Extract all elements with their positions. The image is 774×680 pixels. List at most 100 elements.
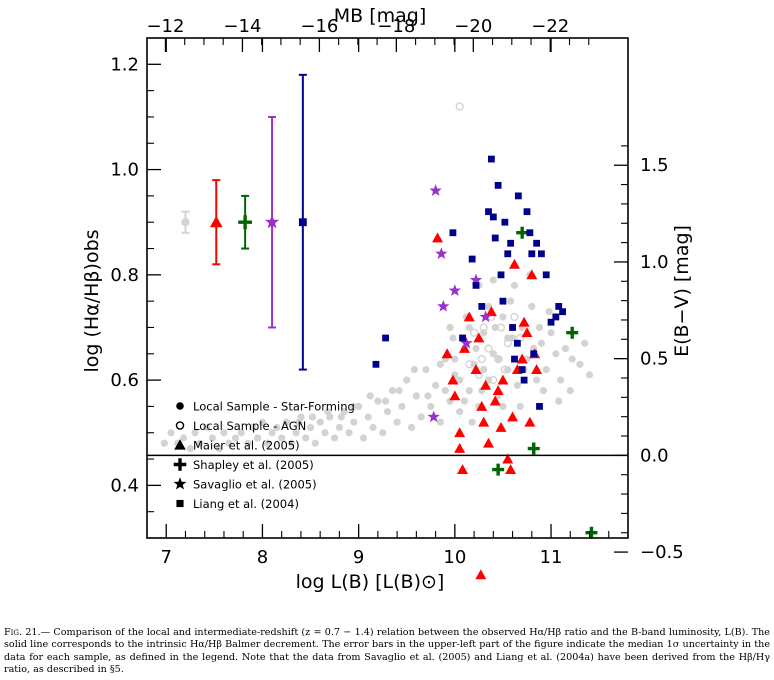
data-point — [369, 423, 377, 432]
right-tick-label: 0.0 — [640, 445, 669, 466]
data-point — [509, 324, 516, 331]
data-point — [526, 229, 534, 237]
data-point — [523, 208, 531, 216]
data-point — [499, 402, 507, 411]
data-point — [524, 416, 536, 427]
data-point — [496, 323, 506, 332]
data-point — [340, 408, 348, 416]
data-point — [273, 423, 281, 432]
data-point — [308, 413, 317, 421]
error-bar-marker — [209, 215, 223, 228]
legend-label: Maier et al. (2005) — [193, 439, 300, 453]
right-axis-label: E(B−V) [mag] — [671, 225, 693, 357]
data-point — [359, 434, 368, 442]
x-tick-label: 10 — [443, 547, 466, 568]
data-point — [518, 316, 530, 327]
data-point — [516, 353, 528, 364]
data-point — [483, 437, 495, 448]
data-point — [196, 439, 204, 447]
data-point — [220, 429, 228, 437]
data-point — [526, 269, 538, 280]
plot-frame — [146, 37, 629, 539]
data-point — [478, 303, 486, 310]
data-point — [516, 226, 529, 239]
data-point — [460, 336, 473, 349]
data-point — [388, 387, 396, 395]
data-point — [465, 387, 473, 395]
data-point — [324, 408, 332, 416]
data-points — [160, 102, 598, 580]
data-point — [473, 332, 485, 343]
data-point — [528, 302, 536, 311]
legend-marker — [176, 402, 184, 410]
data-point — [398, 402, 406, 411]
legend: Local Sample - Star-Forming Local Sample … — [173, 400, 355, 511]
right-tick-label: −0.5 — [640, 542, 684, 563]
x-axis-label: log L(B) [L(B)⊙] — [296, 571, 445, 593]
data-point — [306, 423, 315, 432]
data-point — [412, 392, 420, 400]
data-point — [335, 423, 343, 432]
right-tick-label: 0.5 — [640, 349, 669, 370]
data-point — [454, 443, 466, 453]
data-point — [263, 439, 271, 447]
data-point — [537, 339, 546, 347]
data-point — [538, 250, 545, 258]
data-point — [427, 410, 440, 423]
data-point — [374, 397, 382, 405]
data-point — [480, 379, 492, 390]
data-point — [484, 344, 493, 353]
right-tick-label: 1.5 — [640, 155, 669, 176]
data-point — [507, 297, 515, 305]
data-point — [503, 339, 512, 348]
y-tick-label: 1.0 — [110, 160, 139, 181]
data-point — [437, 299, 450, 312]
error-bar — [238, 194, 253, 250]
data-point — [485, 208, 492, 216]
data-point — [536, 403, 543, 410]
data-point — [531, 364, 543, 374]
data-point — [545, 308, 553, 316]
data-point — [469, 273, 483, 286]
data-point — [480, 365, 488, 374]
data-point — [507, 239, 515, 247]
data-point — [561, 344, 570, 353]
data-point — [456, 408, 464, 416]
data-point — [379, 429, 387, 437]
data-point — [510, 312, 519, 322]
data-point — [268, 429, 276, 437]
data-point — [424, 392, 432, 400]
data-point — [215, 444, 223, 453]
data-point — [547, 329, 555, 337]
data-point — [477, 354, 486, 364]
figure-caption: Fig. 21.— Comparison of the local and in… — [4, 627, 770, 677]
data-point — [278, 434, 286, 442]
data-point — [225, 439, 233, 447]
data-point — [530, 350, 538, 358]
legend-marker — [175, 421, 185, 430]
data-point — [504, 250, 512, 258]
caption-text: Comparison of the local and intermediate… — [4, 627, 770, 676]
data-point — [494, 354, 503, 364]
data-point — [555, 397, 563, 405]
data-point — [237, 429, 245, 437]
data-point — [366, 392, 374, 400]
data-point — [552, 350, 560, 358]
axis-ticks — [146, 37, 629, 553]
data-point — [501, 218, 509, 226]
data-point — [432, 232, 444, 243]
data-point — [432, 381, 440, 389]
data-point — [441, 387, 449, 395]
data-point — [494, 181, 502, 189]
data-point — [292, 429, 300, 437]
data-point — [468, 255, 476, 263]
data-point — [456, 376, 464, 384]
data-point — [485, 306, 497, 317]
data-point — [479, 323, 488, 332]
data-point — [475, 569, 487, 580]
data-point — [458, 343, 470, 353]
data-point — [436, 360, 445, 368]
data-point — [407, 423, 416, 432]
data-point — [382, 334, 389, 342]
error-bar-marker — [264, 214, 280, 229]
